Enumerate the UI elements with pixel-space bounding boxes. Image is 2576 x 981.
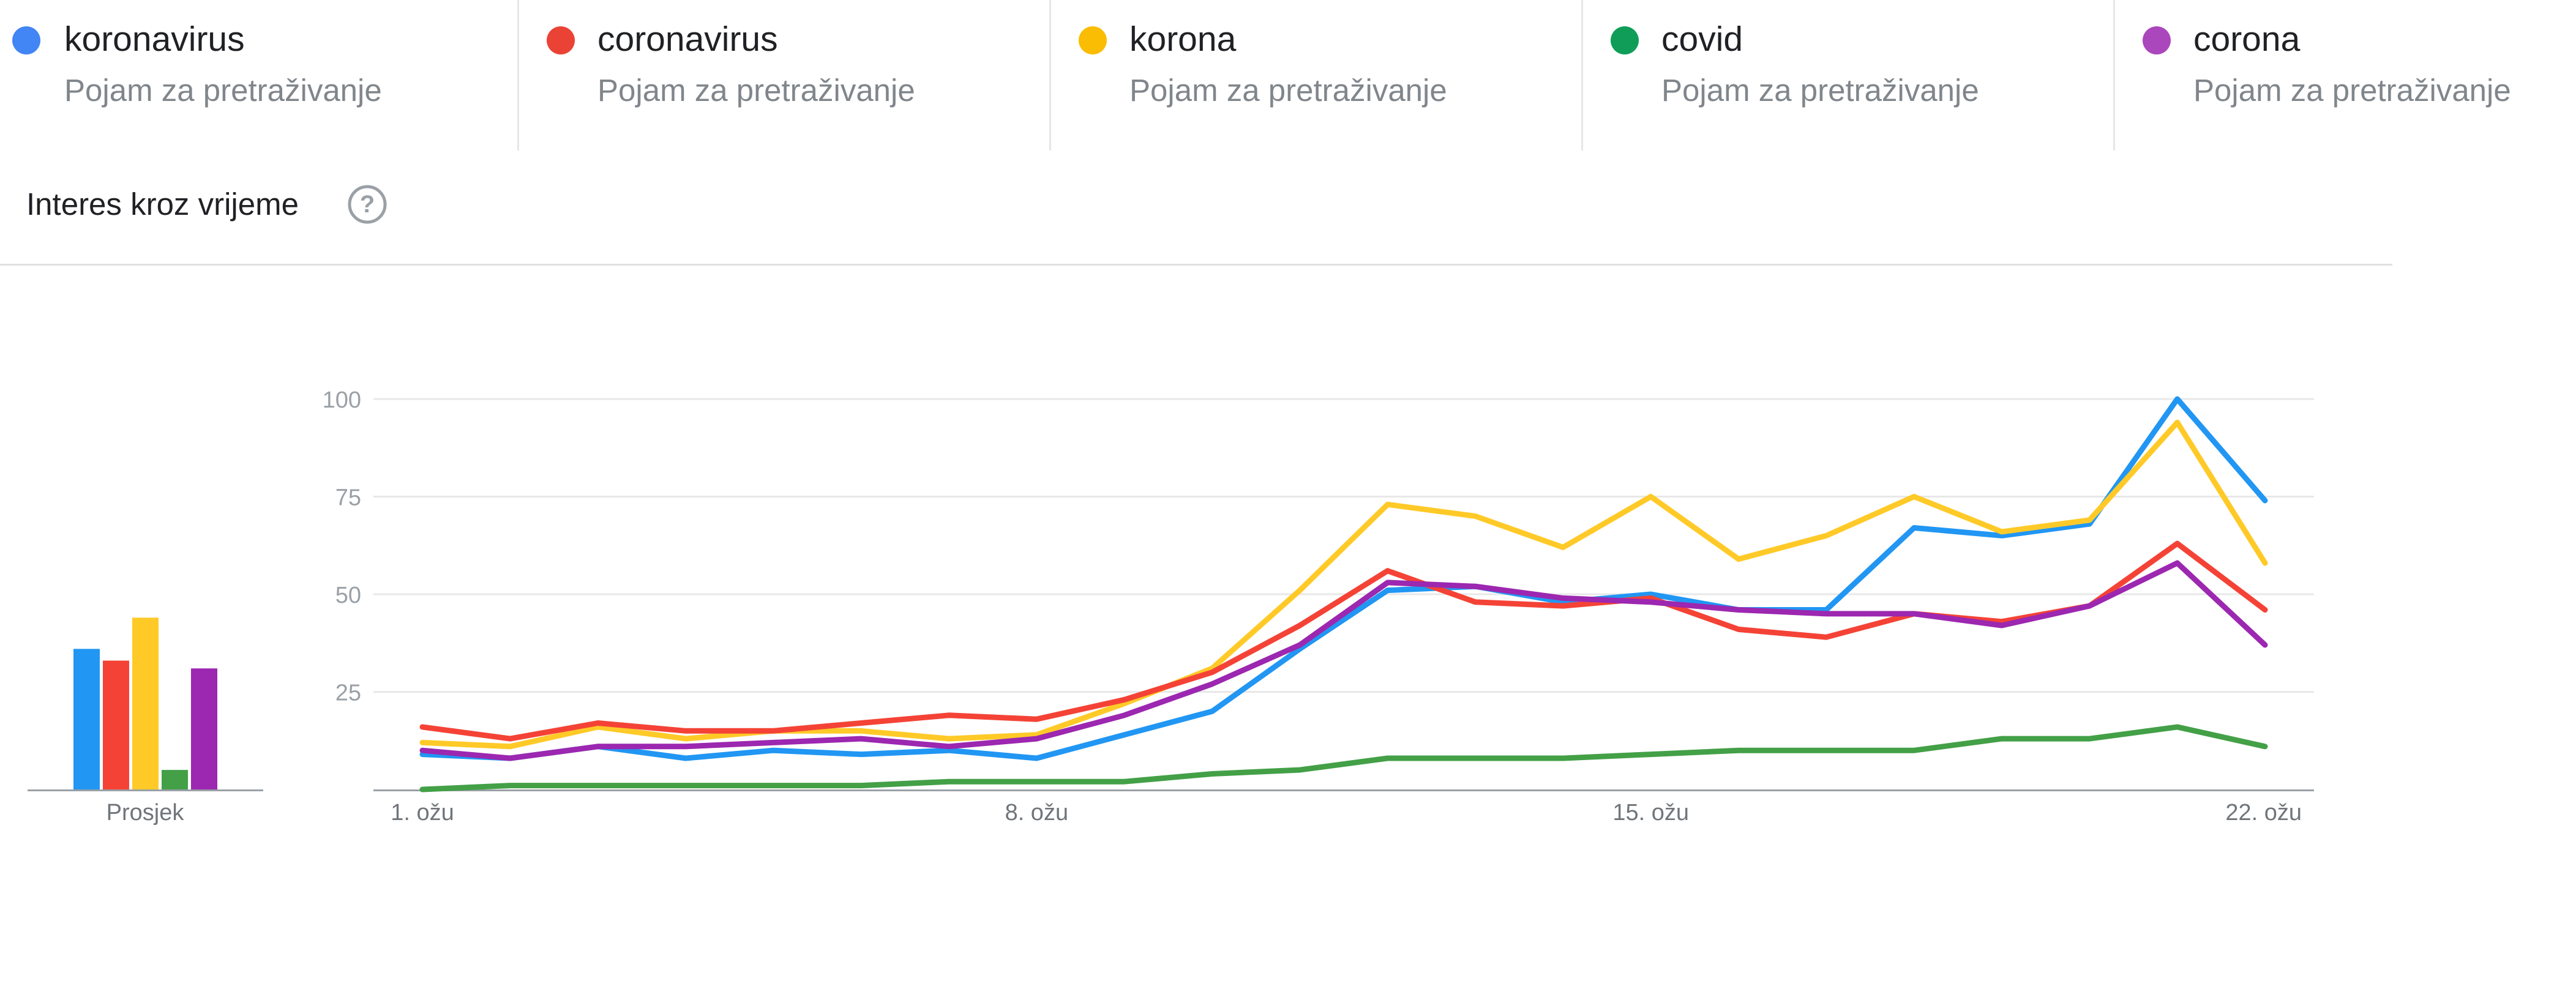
- svg-text:?: ?: [360, 191, 375, 218]
- average-label: Prosjek: [107, 800, 185, 826]
- x-tick-label: 15. ožu: [1612, 800, 1689, 826]
- series-line-korona: [419, 419, 2268, 750]
- series-line-covid: [419, 724, 2268, 793]
- search-terms-header: koronavirus Pojam za pretraživanje coron…: [0, 0, 2576, 151]
- line-chart-series: [419, 396, 2268, 793]
- series-line-corona: [419, 560, 2268, 761]
- term-divider: [1581, 0, 1583, 151]
- term-name: covid: [1661, 20, 1743, 59]
- average-bar-corona: [191, 668, 217, 789]
- average-bar-koronavirus: [73, 649, 100, 789]
- term-divider: [517, 0, 519, 151]
- term-subtitle: Pojam za pretraživanje: [1129, 73, 1447, 108]
- x-tick-label: 22. ožu: [2225, 800, 2302, 826]
- y-tick-label: 100: [323, 387, 361, 413]
- term-subtitle: Pojam za pretraživanje: [64, 73, 382, 108]
- x-tick-label: 1. ožu: [391, 800, 454, 826]
- term-name: korona: [1129, 20, 1237, 59]
- section-divider: [0, 264, 2392, 266]
- series-line-koronavirus: [419, 396, 2268, 761]
- average-bar-korona: [132, 617, 159, 789]
- term-card-coronavirus[interactable]: coronavirus Pojam za pretraživanje: [519, 0, 1049, 151]
- term-divider: [2113, 0, 2115, 151]
- term-subtitle: Pojam za pretraživanje: [597, 73, 915, 108]
- term-card-koronavirus[interactable]: koronavirus Pojam za pretraživanje: [0, 0, 517, 151]
- chart-gridlines: [373, 398, 2314, 791]
- average-bar-covid: [162, 770, 188, 789]
- x-tick-label: 8. ožu: [1005, 800, 1069, 826]
- term-subtitle: Pojam za pretraživanje: [2193, 73, 2511, 108]
- y-tick-label: 25: [335, 681, 361, 706]
- term-name: corona: [2193, 20, 2301, 59]
- term-name: coronavirus: [597, 20, 778, 59]
- help-circle-icon[interactable]: ?: [346, 183, 389, 226]
- section-title: Interes kroz vrijeme: [26, 187, 299, 222]
- term-color-dot: [2143, 26, 2171, 54]
- chart-axis-labels: 25 50 75 100 1. ožu 8. ožu 15. ožu 22. ožu: [323, 387, 2302, 826]
- term-card-korona[interactable]: korona Pojam za pretraživanje: [1051, 0, 1581, 151]
- term-divider: [1049, 0, 1051, 151]
- term-color-dot: [12, 26, 40, 54]
- average-bar-coronavirus: [103, 660, 129, 789]
- term-color-dot: [1611, 26, 1639, 54]
- average-bar-chart: Prosjek: [28, 617, 263, 826]
- y-tick-label: 75: [335, 485, 361, 511]
- term-color-dot: [547, 26, 575, 54]
- series-line-coronavirus: [419, 540, 2268, 742]
- term-color-dot: [1079, 26, 1107, 54]
- term-subtitle: Pojam za pretraživanje: [1661, 73, 1979, 108]
- term-card-corona[interactable]: corona Pojam za pretraživanje: [2115, 0, 2576, 151]
- term-name: koronavirus: [64, 20, 245, 59]
- y-tick-label: 50: [335, 583, 361, 608]
- term-card-covid[interactable]: covid Pojam za pretraživanje: [1583, 0, 2113, 151]
